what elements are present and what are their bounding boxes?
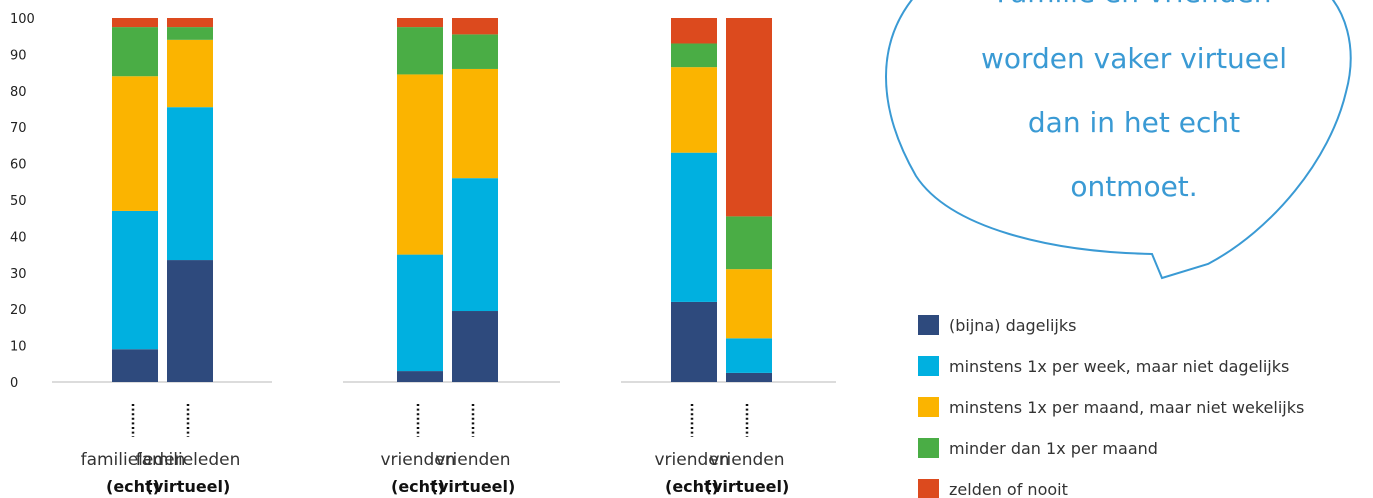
category-subtype: (echt): [665, 477, 719, 496]
bar-segment: [112, 18, 158, 28]
bar-segment: [726, 216, 772, 270]
bar-segment: [397, 254, 443, 372]
bar-segment: [112, 76, 158, 211]
y-tick-label: 50: [10, 194, 27, 209]
bar-segment: [671, 152, 717, 302]
bar-segment: [671, 43, 717, 68]
bar-segment: [726, 269, 772, 339]
y-tick-label: 0: [10, 376, 18, 391]
bar-segment: [671, 301, 717, 382]
legend-label: (bijna) dagelijks: [949, 316, 1076, 335]
category-name: vrienden: [709, 450, 784, 470]
legend: (bijna) dagelijks minstens 1x per week, m…: [918, 315, 1304, 498]
bar-segment: [397, 74, 443, 255]
y-axis-ticks: 0 10 20 30 40 50 60 70 80 90 100: [10, 12, 35, 391]
category-name: vrienden: [380, 450, 455, 470]
bar-segment: [397, 18, 443, 28]
speech-bubble: Familie en vrienden worden vaker virtuee…: [885, 0, 1352, 280]
y-tick-label: 70: [10, 121, 27, 136]
category-name: familieleden: [81, 450, 186, 470]
bar-segment: [671, 18, 717, 44]
bar-segment: [452, 311, 498, 382]
legend-swatch: [918, 438, 939, 458]
y-tick-label: 100: [10, 12, 35, 27]
bar-segment: [726, 18, 772, 217]
bar-segment: [452, 34, 498, 69]
legend-label: zelden of nooit: [949, 480, 1068, 498]
bar-segment: [112, 27, 158, 77]
bubble-line-2: worden vaker virtueel: [981, 42, 1287, 75]
category-subtype: (virtueel): [431, 477, 516, 496]
stacked-bars: [112, 18, 772, 382]
legend-swatch: [918, 397, 939, 417]
category-subtype: (echt): [106, 477, 160, 496]
speech-bubble-outline: [885, 0, 1352, 280]
y-tick-label: 90: [10, 48, 27, 63]
y-tick-label: 60: [10, 158, 27, 173]
y-tick-label: 20: [10, 303, 27, 318]
y-tick-label: 80: [10, 85, 27, 100]
bar-segment: [397, 371, 443, 382]
bar-segment: [452, 18, 498, 35]
bar-segment: [167, 27, 213, 40]
bar-segment: [167, 260, 213, 382]
bubble-line-3: dan in het echt: [1028, 106, 1240, 139]
bar-segment: [397, 27, 443, 75]
category-subtype: (echt): [391, 477, 445, 496]
y-tick-label: 40: [10, 230, 27, 245]
bar-segment: [167, 39, 213, 108]
category-name: vrienden: [435, 450, 510, 470]
bar-segment: [452, 178, 498, 312]
legend-label: minstens 1x per week, maar niet dagelijk…: [949, 357, 1289, 376]
bar-segment: [112, 349, 158, 382]
category-name: vrienden: [654, 450, 729, 470]
category-subtype: (virtueel): [705, 477, 790, 496]
legend-swatch: [918, 356, 939, 376]
legend-label: minder dan 1x per maand: [949, 439, 1158, 458]
bubble-line-1: Familie en vrienden: [997, 0, 1272, 9]
bar-segment: [726, 338, 772, 373]
bar-segment: [167, 18, 213, 28]
category-subtype: (virtueel): [146, 477, 231, 496]
bar-segment: [452, 68, 498, 179]
category-labels: familieleden (echt) familieleden (virtueel)…: [81, 404, 790, 496]
bar-segment: [167, 107, 213, 261]
y-tick-label: 10: [10, 340, 27, 355]
legend-label: minstens 1x per maand, maar niet wekelij…: [949, 398, 1304, 417]
category-name: familieleden: [136, 450, 241, 470]
bubble-line-4: ontmoet.: [1070, 170, 1197, 203]
bar-segment: [112, 210, 158, 350]
y-tick-label: 30: [10, 267, 27, 282]
bar-segment: [726, 372, 772, 382]
legend-swatch: [918, 315, 939, 335]
legend-swatch: [918, 479, 939, 498]
bar-segment: [671, 67, 717, 153]
